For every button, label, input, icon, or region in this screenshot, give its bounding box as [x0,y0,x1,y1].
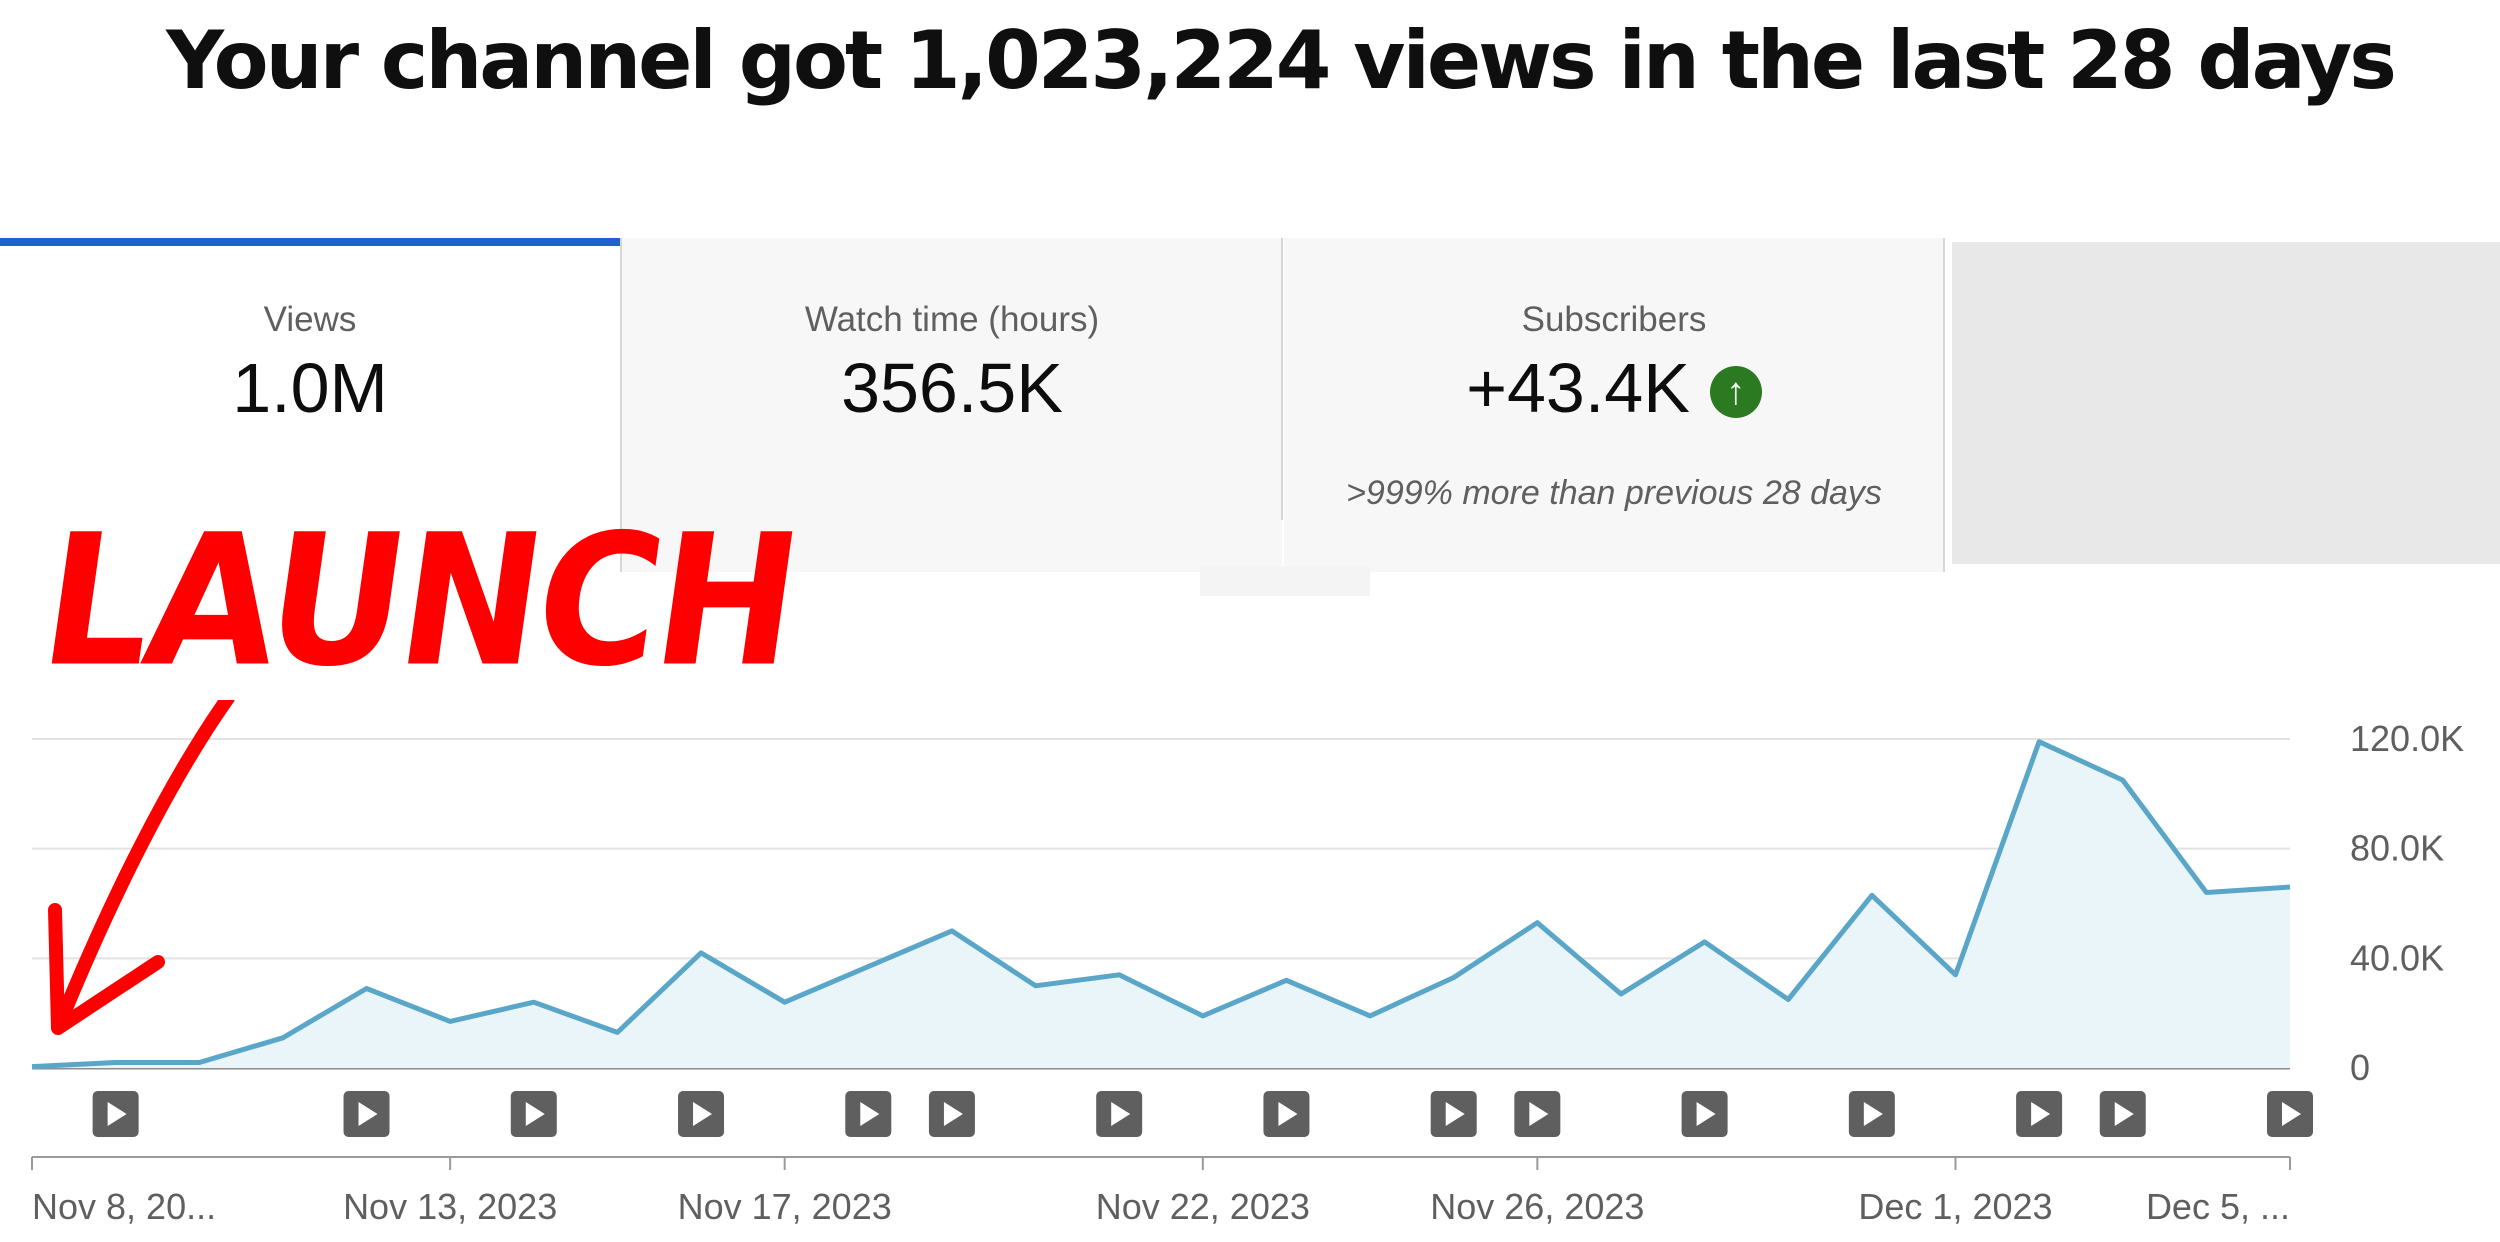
metric-cards: Views 1.0M Watch time (hours) 356.5K Sub… [0,238,2500,572]
x-tick-label: Nov 13, 2023 [343,1186,557,1227]
play-icon [1529,1102,1549,1126]
metric-label: Watch time (hours) [804,300,1100,339]
y-tick-label: 40.0K [2350,937,2444,978]
play-icon [943,1102,963,1126]
x-tick-label: Dec 1, 2023 [1858,1186,2052,1227]
metric-value-row: +43.4K ↑ [1284,348,1944,428]
views-series-line [31,739,2291,1070]
metric-value: +43.4K [1466,349,1690,427]
x-tick-label: Nov 8, 20... [32,1186,216,1227]
x-tick-label: Nov 22, 2023 [1096,1186,1310,1227]
arrow-up-circle-icon: ↑ [1709,366,1762,418]
play-icon [2282,1102,2301,1126]
metric-value: 1.0M [232,349,388,427]
play-icon [1278,1102,1298,1126]
launch-annotation: LAUNCH [30,495,809,707]
page-title: Your channel got 1,023,224 views in the … [166,14,2397,107]
x-tick-label: Nov 17, 2023 [678,1186,892,1227]
x-tick-label: Dec 5, ... [2146,1186,2290,1227]
play-icon [860,1102,880,1126]
hand-drawn-arrow-icon [48,700,235,1035]
views-area-fill [32,741,2290,1068]
play-icon [2114,1102,2134,1126]
metric-comparison: >999% more than previous 28 days [1346,474,1882,512]
metric-card-views[interactable]: Views 1.0M [0,238,620,572]
play-icon [1111,1102,1131,1126]
play-icon [1863,1102,1883,1126]
play-icon [2031,1102,2051,1126]
play-icon [693,1102,713,1126]
metric-card-subscribers[interactable]: Subscribers +43.4K ↑ >999% more than prev… [1284,238,1944,572]
card-divider [620,238,622,572]
card-divider [1943,238,1945,572]
play-icon [1696,1102,1716,1126]
y-tick-label: 120.0K [2350,718,2464,759]
metric-value: 356.5K [841,349,1063,427]
play-icon [1445,1102,1465,1126]
play-icon [358,1102,378,1126]
play-icon [107,1102,127,1126]
views-chart: Nov 8, 20... Nov 13, 2023 Nov 17, 2023 Nov … [31,700,2464,1227]
metric-label: Views [263,300,357,339]
y-tick-label: 80.0K [2350,828,2444,869]
x-tick-label: Nov 26, 2023 [1430,1186,1644,1227]
metric-card-watch-time[interactable]: Watch time (hours) 356.5K [622,238,1282,572]
tab-notch [1200,566,1370,596]
metric-card-empty [1952,242,2500,564]
metric-label: Subscribers [1521,300,1707,339]
play-icon [525,1102,545,1126]
card-divider [1281,238,1283,520]
y-tick-label: 0 [2350,1047,2370,1088]
